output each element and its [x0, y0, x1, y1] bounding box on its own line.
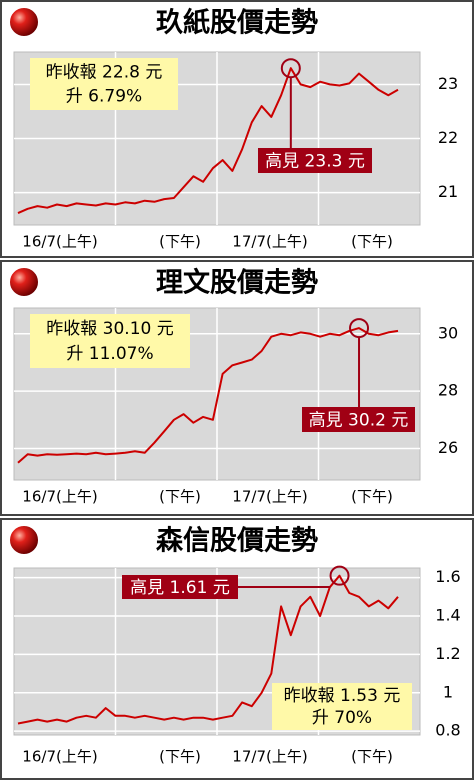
y-tick-label: 26: [438, 438, 458, 457]
high-marker: [329, 565, 350, 586]
x-tick-label: (下午): [351, 233, 393, 251]
price-line: [17, 327, 399, 464]
close-box: [272, 683, 412, 730]
y-tick-label: 28: [438, 381, 458, 400]
high-box: [258, 148, 372, 173]
price-line: [17, 67, 399, 215]
icon-ball: [8, 524, 40, 556]
high-label: 高見 30.2 元: [309, 411, 409, 431]
price-line: [17, 574, 399, 725]
chart-title: 玖紙股價走勢: [156, 7, 318, 39]
change-label: 升 11.07%: [66, 344, 153, 364]
x-tick-label: (下午): [159, 748, 201, 766]
x-tick-label: (下午): [351, 488, 393, 506]
high-label: 高見 23.3 元: [265, 152, 365, 172]
x-tick-label: 17/7(上午): [232, 233, 307, 251]
x-tick-label: (下午): [351, 748, 393, 766]
x-tick-label: 17/7(上午): [232, 488, 307, 506]
x-tick-label: (下午): [159, 233, 201, 251]
icon-ball: [8, 6, 40, 38]
y-tick-label: 1: [443, 682, 453, 701]
prev-close-label: 昨收報 30.10 元: [46, 319, 173, 339]
icon-ball: [8, 266, 40, 298]
prev-close-label: 昨收報 22.8 元: [46, 63, 163, 83]
chart-title: 理文股價走勢: [156, 267, 318, 299]
x-tick-label: (下午): [159, 488, 201, 506]
high-label: 高見 1.61 元: [130, 578, 230, 598]
high-marker: [280, 58, 301, 79]
chart-title: 森信股價走勢: [156, 526, 318, 557]
y-tick-label: 1.4: [435, 605, 460, 624]
change-label: 升 70%: [312, 708, 372, 728]
x-tick-label: 16/7(上午): [22, 748, 97, 766]
y-tick-label: 0.8: [435, 721, 460, 740]
y-tick-label: 1.6: [435, 567, 460, 586]
close-box: [30, 314, 190, 368]
y-tick-label: 22: [438, 128, 458, 147]
x-tick-label: 16/7(上午): [22, 233, 97, 251]
prev-close-label: 昨收報 1.53 元: [284, 686, 401, 706]
high-box: [302, 407, 415, 432]
y-tick-label: 30: [438, 323, 458, 342]
x-tick-label: 17/7(上午): [232, 748, 307, 766]
close-box: [30, 58, 178, 110]
high-box: [122, 575, 238, 599]
y-tick-label: 21: [438, 182, 458, 201]
x-tick-label: 16/7(上午): [22, 488, 97, 506]
y-tick-label: 23: [438, 74, 458, 93]
y-tick-label: 1.2: [435, 644, 460, 663]
change-label: 升 6.79%: [66, 86, 142, 106]
high-marker: [349, 318, 370, 339]
